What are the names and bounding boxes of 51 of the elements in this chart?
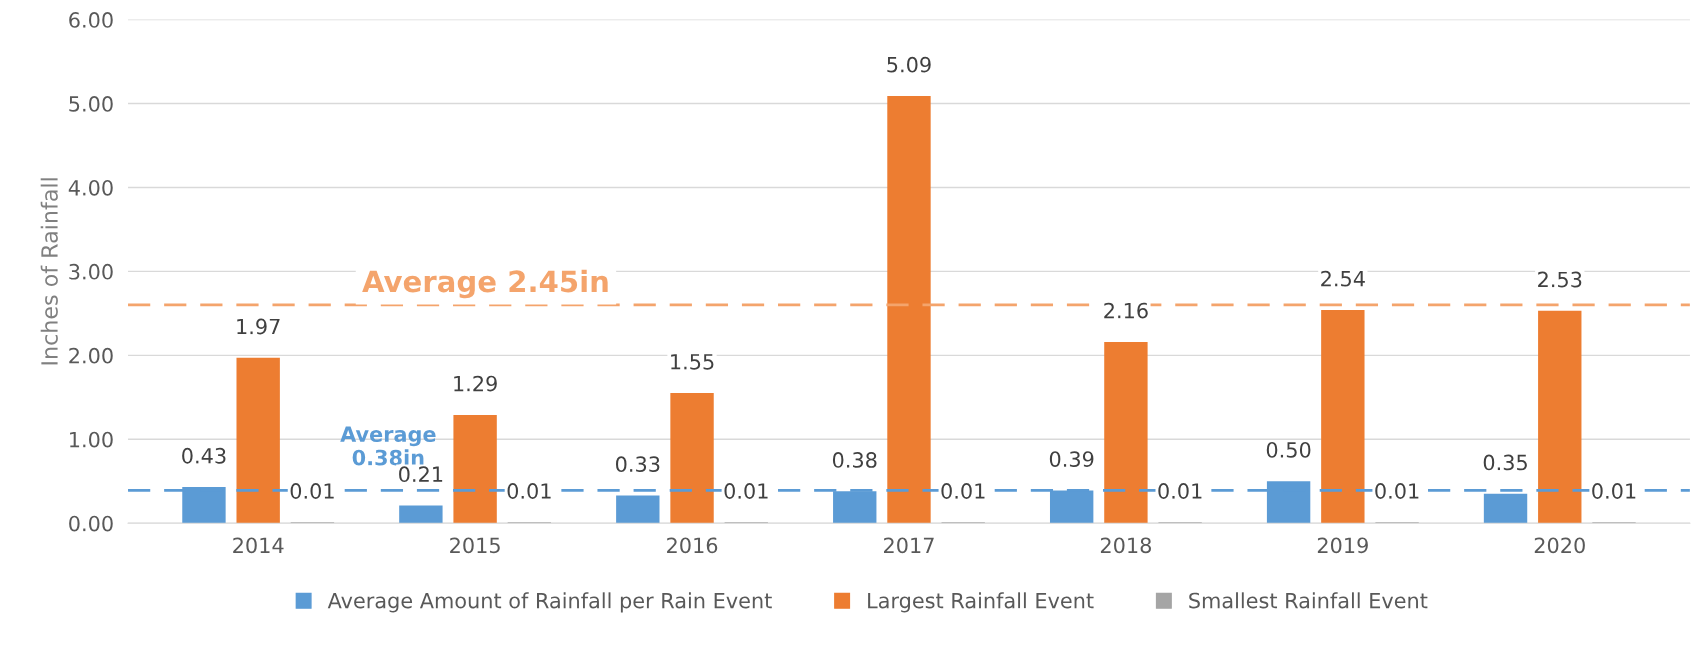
data-label: 5.09	[887, 56, 931, 73]
data-label: 0.21	[399, 466, 443, 483]
data-label: 0.33	[615, 456, 660, 473]
data-label: 1.55	[671, 354, 714, 370]
data-label: 2.54	[1321, 270, 1365, 287]
x-tick-label: 2020	[1534, 537, 1585, 554]
x-tick-label: 2018	[1100, 537, 1151, 554]
y-tick-label: 6.00	[69, 12, 113, 28]
bar	[1483, 493, 1528, 524]
y-tick-label: 1.00	[70, 431, 113, 448]
data-label: 0.01	[1158, 483, 1202, 499]
y-tick-label: 5.00	[69, 96, 113, 112]
y-tick-label: 3.00	[69, 263, 113, 280]
data-label: 0.01	[290, 483, 334, 499]
bar	[236, 357, 280, 524]
x-tick-label: 2017	[883, 537, 934, 554]
y-tick-label: 2.00	[69, 347, 113, 364]
bar	[399, 505, 443, 524]
data-label: 0.35	[1483, 454, 1527, 471]
bar	[670, 393, 714, 524]
data-label: 2.53	[1538, 271, 1582, 288]
data-label: 0.01	[724, 483, 768, 499]
data-label: 0.39	[1049, 451, 1094, 467]
legend-label: Smallest Rainfall Event	[1189, 592, 1428, 609]
bar	[1104, 341, 1148, 524]
x-tick-label: 2019	[1317, 537, 1368, 554]
ref-line-label: Average 0.38in	[340, 426, 436, 466]
bar	[453, 414, 497, 524]
legend-label: Largest Rainfall Event	[868, 592, 1094, 613]
data-label: 1.97	[237, 318, 280, 335]
data-label: 2.16	[1104, 302, 1148, 319]
y-axis-title: Inches of Rainfall	[40, 178, 58, 365]
data-label: 0.50	[1266, 442, 1311, 458]
x-tick-label: 2014	[233, 537, 284, 554]
data-label: 0.01	[1375, 483, 1419, 499]
bar	[1538, 310, 1582, 524]
x-tick-label: 2016	[667, 537, 718, 554]
data-label: 0.01	[507, 483, 551, 499]
bar	[887, 96, 931, 524]
legend-label: Average Amount of Rainfall per Rain Event	[327, 592, 772, 613]
y-tick-label: 0.00	[69, 515, 113, 532]
bar	[616, 495, 660, 524]
data-label: 0.01	[941, 483, 985, 499]
data-label: 0.43	[182, 447, 226, 464]
data-label: 1.29	[454, 375, 497, 392]
x-tick-label: 2015	[450, 537, 500, 554]
data-label: 0.01	[1592, 483, 1636, 499]
bar	[1321, 310, 1365, 524]
y-tick-label: 4.00	[68, 179, 113, 196]
data-label: 0.38	[832, 452, 877, 468]
ref-line-label: Average 2.45in	[362, 269, 608, 299]
